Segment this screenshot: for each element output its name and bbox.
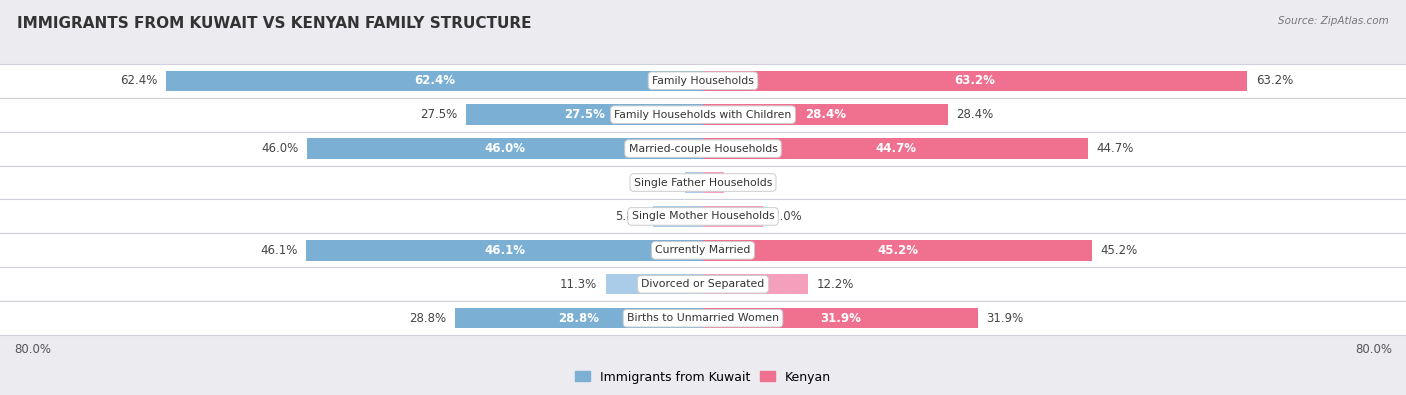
Bar bbox=[652, 206, 703, 227]
Text: IMMIGRANTS FROM KUWAIT VS KENYAN FAMILY STRUCTURE: IMMIGRANTS FROM KUWAIT VS KENYAN FAMILY … bbox=[17, 16, 531, 31]
Text: Single Mother Households: Single Mother Households bbox=[631, 211, 775, 222]
Text: 27.5%: 27.5% bbox=[420, 108, 457, 121]
Bar bbox=[307, 138, 703, 159]
Text: 27.5%: 27.5% bbox=[564, 108, 605, 121]
Text: Family Households with Children: Family Households with Children bbox=[614, 110, 792, 120]
Text: 63.2%: 63.2% bbox=[1256, 74, 1294, 87]
Bar bbox=[685, 172, 703, 193]
Text: 44.7%: 44.7% bbox=[1097, 142, 1133, 155]
Text: 28.4%: 28.4% bbox=[956, 108, 994, 121]
FancyBboxPatch shape bbox=[0, 64, 1406, 98]
Text: Divorced or Separated: Divorced or Separated bbox=[641, 279, 765, 289]
Bar bbox=[703, 240, 1092, 261]
Text: 2.1%: 2.1% bbox=[647, 176, 676, 189]
Text: 45.2%: 45.2% bbox=[1101, 244, 1137, 257]
Text: 7.0%: 7.0% bbox=[772, 210, 801, 223]
Text: Single Father Households: Single Father Households bbox=[634, 177, 772, 188]
Text: 62.4%: 62.4% bbox=[413, 74, 454, 87]
Bar bbox=[606, 274, 703, 294]
Text: 28.8%: 28.8% bbox=[558, 312, 599, 325]
Text: 12.2%: 12.2% bbox=[817, 278, 853, 291]
FancyBboxPatch shape bbox=[0, 301, 1406, 335]
Text: 62.4%: 62.4% bbox=[120, 74, 157, 87]
Text: 46.0%: 46.0% bbox=[485, 142, 526, 155]
Bar bbox=[467, 105, 703, 125]
Bar bbox=[703, 138, 1088, 159]
Text: Married-couple Households: Married-couple Households bbox=[628, 144, 778, 154]
Text: 44.7%: 44.7% bbox=[875, 142, 915, 155]
Text: 11.3%: 11.3% bbox=[560, 278, 598, 291]
Text: 28.8%: 28.8% bbox=[409, 312, 446, 325]
Text: 46.0%: 46.0% bbox=[262, 142, 298, 155]
Bar bbox=[456, 308, 703, 328]
Text: Births to Unmarried Women: Births to Unmarried Women bbox=[627, 313, 779, 323]
Text: 31.9%: 31.9% bbox=[820, 312, 860, 325]
Bar bbox=[166, 71, 703, 91]
Text: Currently Married: Currently Married bbox=[655, 245, 751, 255]
Text: 46.1%: 46.1% bbox=[484, 244, 524, 257]
Text: 2.4%: 2.4% bbox=[733, 176, 762, 189]
Text: 63.2%: 63.2% bbox=[955, 74, 995, 87]
Bar bbox=[703, 206, 763, 227]
FancyBboxPatch shape bbox=[0, 132, 1406, 166]
Bar bbox=[703, 308, 977, 328]
Bar bbox=[703, 274, 808, 294]
Text: 45.2%: 45.2% bbox=[877, 244, 918, 257]
Text: 28.4%: 28.4% bbox=[804, 108, 846, 121]
Bar bbox=[703, 71, 1247, 91]
Text: 80.0%: 80.0% bbox=[1355, 342, 1392, 356]
Text: 31.9%: 31.9% bbox=[987, 312, 1024, 325]
Text: 5.8%: 5.8% bbox=[614, 210, 644, 223]
Text: 46.1%: 46.1% bbox=[260, 244, 298, 257]
FancyBboxPatch shape bbox=[0, 233, 1406, 267]
FancyBboxPatch shape bbox=[0, 166, 1406, 199]
Text: Source: ZipAtlas.com: Source: ZipAtlas.com bbox=[1278, 16, 1389, 26]
FancyBboxPatch shape bbox=[0, 98, 1406, 132]
Text: 80.0%: 80.0% bbox=[14, 342, 51, 356]
Bar bbox=[307, 240, 703, 261]
FancyBboxPatch shape bbox=[0, 267, 1406, 301]
Bar bbox=[703, 105, 948, 125]
Text: Family Households: Family Households bbox=[652, 76, 754, 86]
FancyBboxPatch shape bbox=[0, 199, 1406, 233]
Bar bbox=[703, 172, 724, 193]
Legend: Immigrants from Kuwait, Kenyan: Immigrants from Kuwait, Kenyan bbox=[575, 371, 831, 384]
